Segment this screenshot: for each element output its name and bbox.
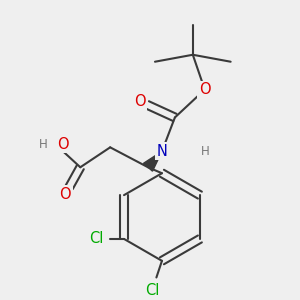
Polygon shape xyxy=(143,151,162,171)
Text: N: N xyxy=(157,144,167,159)
Text: Cl: Cl xyxy=(145,283,159,298)
Text: O: O xyxy=(134,94,146,109)
Text: O: O xyxy=(60,187,71,202)
Text: O: O xyxy=(199,82,211,97)
Text: H: H xyxy=(39,138,47,151)
Text: Cl: Cl xyxy=(89,231,103,246)
Text: O: O xyxy=(57,137,69,152)
Text: H: H xyxy=(200,145,209,158)
